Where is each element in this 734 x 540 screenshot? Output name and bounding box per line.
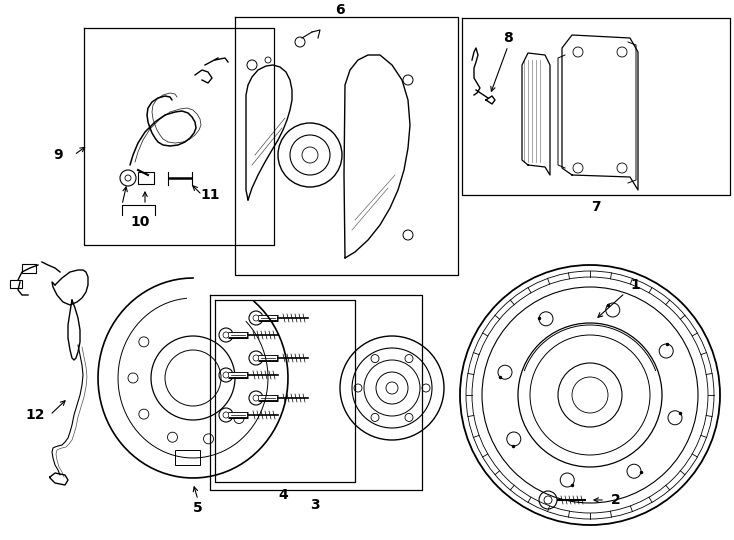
Text: 10: 10 <box>131 215 150 229</box>
Text: 1: 1 <box>630 278 640 292</box>
Text: 2: 2 <box>611 493 621 507</box>
Text: 4: 4 <box>278 488 288 502</box>
Text: 7: 7 <box>591 200 601 214</box>
Text: 3: 3 <box>310 498 320 512</box>
Text: 11: 11 <box>200 188 219 202</box>
Bar <box>138 172 154 184</box>
Bar <box>175 450 200 465</box>
Text: 9: 9 <box>53 148 63 162</box>
Text: 8: 8 <box>503 31 513 45</box>
Bar <box>10 280 22 288</box>
Text: 6: 6 <box>335 3 345 17</box>
Text: 5: 5 <box>193 501 203 515</box>
Bar <box>22 264 36 273</box>
Text: 12: 12 <box>25 408 45 422</box>
